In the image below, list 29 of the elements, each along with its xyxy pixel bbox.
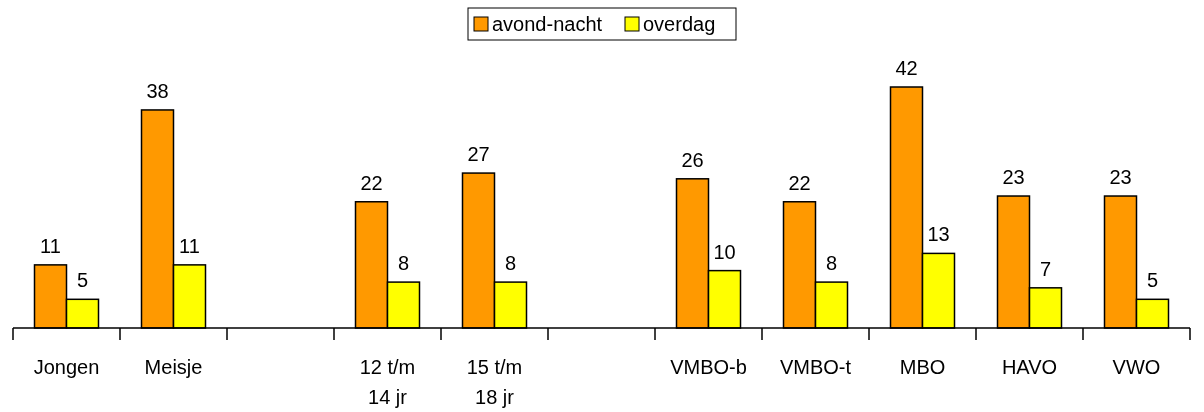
data-label: 26 xyxy=(681,148,704,171)
data-label: 8 xyxy=(397,252,410,275)
data-label: 5 xyxy=(1146,269,1159,292)
data-label: 8 xyxy=(504,252,517,275)
x-tick-label: Jongen xyxy=(33,356,100,378)
x-tick-label: VMBO-t xyxy=(779,356,852,378)
data-label: 23 xyxy=(1002,166,1025,189)
x-tick-label: VMBO-b xyxy=(670,356,747,378)
data-label: 38 xyxy=(146,79,169,102)
data-label: 5 xyxy=(76,269,89,292)
data-label: 7 xyxy=(1039,257,1052,280)
data-label: 11 xyxy=(179,234,200,257)
x-tick-label: 12 t/m 14 jr xyxy=(359,356,416,408)
data-label: 42 xyxy=(895,57,918,79)
legend-label: overdag xyxy=(643,13,716,35)
x-tick-label: 15 t/m 18 jr xyxy=(466,356,523,408)
data-label: 23 xyxy=(1109,166,1132,189)
x-tick-label: MBO xyxy=(899,356,946,378)
data-label: 27 xyxy=(467,143,490,166)
data-label: 22 xyxy=(360,171,383,194)
x-tick-label: HAVO xyxy=(1001,356,1058,378)
data-label: 11 xyxy=(40,234,61,257)
data-label: 8 xyxy=(825,252,838,275)
data-label: 10 xyxy=(713,240,736,263)
data-label: 13 xyxy=(927,223,950,246)
x-tick-label: VWO xyxy=(1112,356,1161,378)
legend-label: avond-nacht xyxy=(492,13,603,35)
data-label: 22 xyxy=(788,171,811,194)
x-tick-label: Meisje xyxy=(144,356,203,378)
